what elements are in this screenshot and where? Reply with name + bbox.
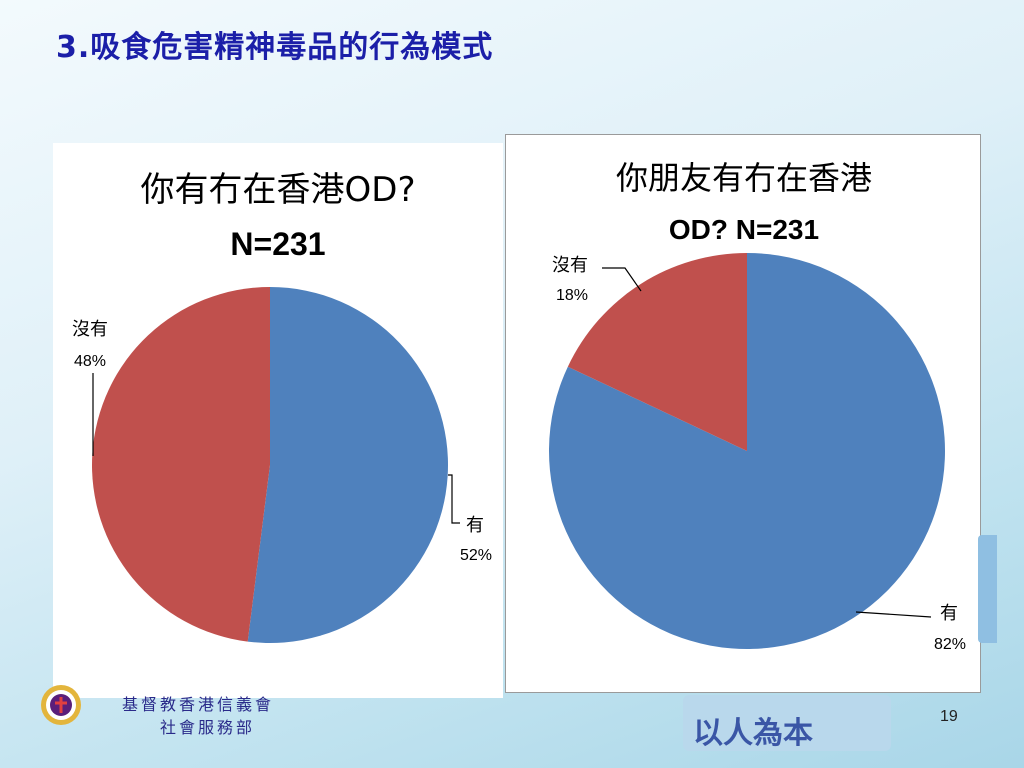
church-logo-icon bbox=[41, 685, 81, 725]
side-tab-decoration bbox=[978, 535, 997, 643]
slice-value-yes: 82% bbox=[934, 636, 966, 653]
leader-line-yes bbox=[448, 474, 460, 524]
motto-banner bbox=[683, 695, 891, 751]
slice-label-yes: 有 bbox=[466, 515, 484, 536]
slice-value-yes: 52% bbox=[460, 547, 492, 564]
slice-label-no: 沒有 bbox=[552, 255, 588, 276]
slice-value-no: 18% bbox=[556, 287, 588, 304]
chart-title: 你朋友有冇在香港 bbox=[616, 159, 872, 197]
slice-label-no: 沒有 bbox=[72, 319, 108, 340]
pie-chart-self-od: 你有冇在香港OD? N=231 有 52% 沒有 48% bbox=[72, 170, 492, 643]
pie-slice-no bbox=[92, 287, 270, 642]
chart-panel-self-od: 你有冇在香港OD? N=231 有 52% 沒有 48% bbox=[53, 143, 503, 698]
pie-chart-friends-od: 你朋友有冇在香港 OD? N=231 有 82% 沒有 18% bbox=[549, 159, 966, 653]
chart-title: 你有冇在香港OD? bbox=[141, 170, 416, 210]
leader-line-no bbox=[602, 267, 642, 292]
slice-value-no: 48% bbox=[74, 353, 106, 370]
chart-subtitle: OD? N=231 bbox=[669, 214, 819, 245]
leader-line-yes bbox=[855, 611, 932, 618]
org-name-line1: 基督教香港信義會 bbox=[122, 695, 275, 714]
motto-text: 以人為本 bbox=[693, 716, 813, 751]
pie-slice-no bbox=[567, 253, 747, 451]
chart-panel-friends-od: 你朋友有冇在香港 OD? N=231 有 82% 沒有 18% bbox=[505, 134, 981, 693]
slice-label-yes: 有 bbox=[940, 603, 958, 624]
chart-subtitle: N=231 bbox=[230, 226, 325, 262]
org-name-line2: 社會服務部 bbox=[160, 718, 256, 737]
slide-title: 3.吸食危害精神毒品的行為模式 bbox=[56, 30, 494, 65]
pie-slice-yes bbox=[247, 287, 449, 643]
page-number: 19 bbox=[940, 708, 958, 725]
